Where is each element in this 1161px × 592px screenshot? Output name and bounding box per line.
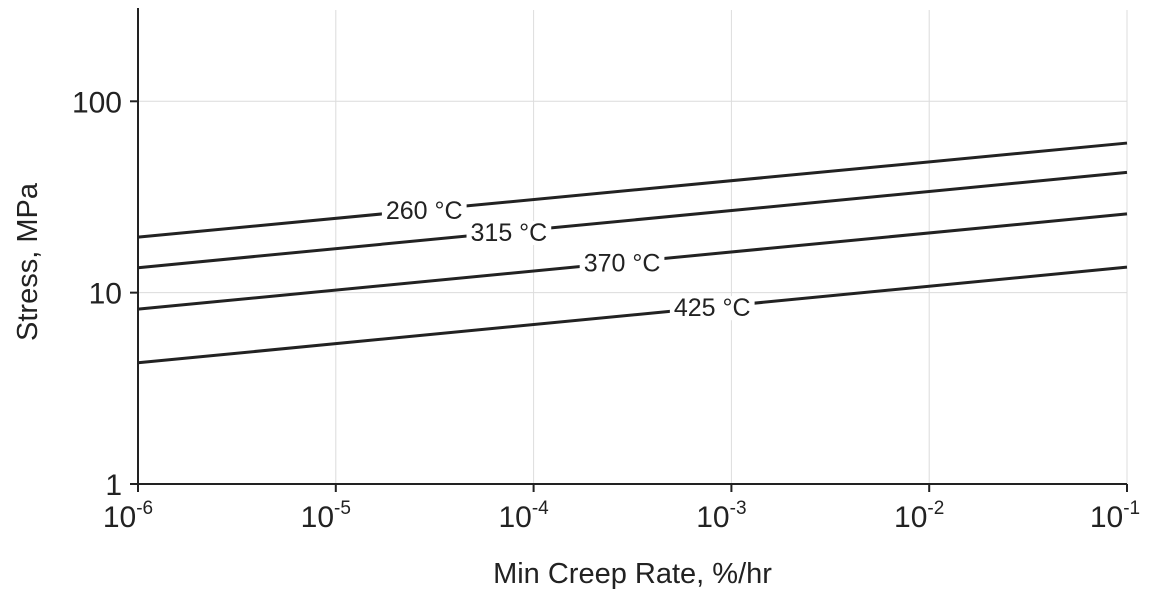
series-label-0: 260 °C: [386, 197, 463, 225]
series-line-3: [137, 265, 1128, 365]
x-tick-base: 10: [103, 501, 136, 534]
x-tick-exponent: -5: [334, 498, 351, 519]
series-label-bg: [466, 220, 552, 245]
series-line-0: [137, 141, 1128, 239]
x-tick-exponent: -2: [927, 498, 944, 519]
x-tick-base: 10: [498, 501, 531, 534]
series-label-bg: [381, 198, 467, 223]
x-axis-label: Min Creep Rate, %/hr: [493, 558, 772, 590]
x-tick-label: 10-3: [696, 498, 746, 534]
y-tick-label: 1: [105, 469, 122, 502]
y-axis-label: Stress, MPa: [12, 182, 44, 341]
series-labels: 260 °C 315 °C 370 °C 425 °C: [381, 197, 755, 322]
x-tick-label: 10-1: [1090, 498, 1140, 534]
x-tick-exponent: -4: [532, 498, 549, 519]
x-tick-base: 10: [1090, 501, 1123, 534]
y-tick-label: 10: [89, 278, 122, 311]
series-line-1: [137, 170, 1128, 270]
x-tick-base: 10: [696, 501, 729, 534]
x-tick-label: 10-6: [103, 498, 153, 534]
grid: [138, 10, 1128, 484]
series-label-3: 425 °C: [674, 294, 751, 322]
series-label-1: 315 °C: [471, 219, 548, 247]
x-tick-exponent: -3: [730, 498, 747, 519]
y-tick-label: 100: [72, 86, 122, 119]
series-label-bg: [579, 251, 665, 276]
series-label-2: 370 °C: [584, 250, 661, 278]
x-tick-exponent: -6: [136, 498, 153, 519]
x-tick-label: 10-5: [301, 498, 351, 534]
x-tick-label: 10-2: [894, 498, 944, 534]
x-tick-label: 10-4: [498, 498, 549, 534]
axes: [130, 8, 1128, 492]
x-tick-base: 10: [301, 501, 334, 534]
x-tick-base: 10: [894, 501, 927, 534]
series-label-bg: [669, 296, 755, 321]
x-tick-exponent: -1: [1123, 498, 1140, 519]
